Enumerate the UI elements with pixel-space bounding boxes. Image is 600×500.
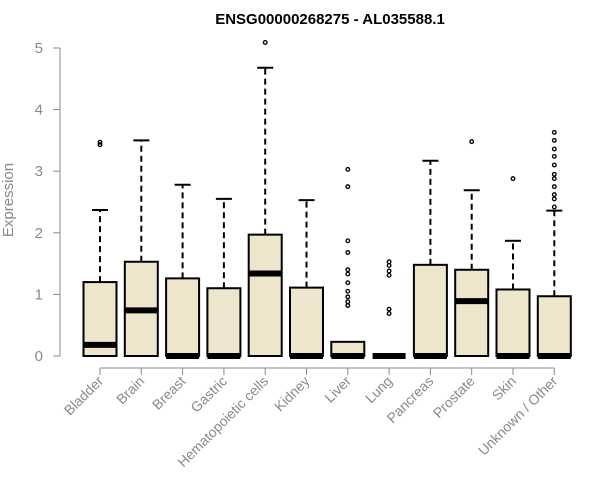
box-7 [372, 259, 406, 359]
outlier-point [551, 184, 557, 190]
outlier-point [386, 311, 392, 316]
box-body [454, 268, 490, 358]
outlier-point [97, 142, 103, 148]
outlier-point [551, 196, 557, 202]
outlier-point [262, 40, 268, 45]
outlier-point [386, 272, 392, 278]
box-2 [165, 183, 201, 359]
x-tick-label: Liver [321, 373, 354, 406]
y-tick-label: 0 [35, 348, 43, 365]
box-body [495, 288, 531, 357]
outlier-point [345, 280, 351, 286]
box-1 [123, 139, 159, 358]
box-body [165, 277, 201, 357]
box-4 [247, 40, 283, 357]
y-tick-label: 4 [35, 102, 43, 119]
outlier-point [345, 299, 351, 305]
outlier-point [551, 129, 557, 135]
box-6 [330, 166, 366, 359]
outlier-point [345, 288, 351, 294]
box-3 [206, 197, 242, 359]
chart-title: ENSG00000268275 - AL035588.1 [215, 11, 445, 28]
outlier-point [551, 146, 557, 152]
box-body [206, 287, 242, 357]
outlier-point [345, 250, 351, 255]
outlier-point [469, 139, 475, 145]
outlier-point [345, 238, 351, 244]
box-11 [536, 129, 572, 359]
x-tick-label: Bladder [61, 373, 107, 419]
box-body [247, 233, 283, 357]
outlier-point [510, 176, 516, 182]
outlier-point [551, 176, 557, 182]
x-tick-label: Breast [149, 373, 189, 413]
outlier-point [97, 139, 103, 145]
outlier-point [551, 204, 557, 210]
box-body [412, 263, 448, 357]
boxes [82, 40, 572, 359]
outlier-point [345, 267, 351, 273]
outlier-point [551, 192, 557, 198]
box-9 [454, 139, 490, 358]
outlier-point [551, 137, 557, 143]
box-10 [495, 176, 531, 359]
x-tick-label: Skin [489, 373, 520, 404]
box-body [536, 295, 572, 357]
x-tick-label: Prostate [430, 373, 478, 421]
y-tick-label: 5 [35, 40, 43, 57]
box-body [289, 286, 324, 357]
box-8 [412, 159, 448, 359]
outlier-point [386, 268, 392, 274]
x-tick-label: Kidney [271, 373, 313, 415]
outlier-point [551, 153, 557, 159]
outlier-point [345, 294, 351, 300]
y-axis: 0 1 2 3 4 5 [35, 40, 61, 365]
y-tick-label: 1 [35, 286, 43, 303]
outlier-point [386, 306, 392, 312]
y-tick-label: 2 [35, 225, 43, 242]
outlier-point [551, 162, 557, 168]
x-tick-label: Lung [362, 373, 395, 406]
box-5 [289, 199, 324, 359]
y-tick-label: 3 [35, 163, 43, 180]
outlier-point [345, 271, 351, 277]
box-0 [82, 139, 118, 357]
outlier-point [345, 184, 351, 190]
outlier-point [386, 259, 392, 265]
y-axis-label: Expression [0, 163, 17, 237]
x-tick-label: Brain [113, 373, 147, 407]
outlier-point [551, 171, 557, 177]
outlier-point [345, 166, 351, 172]
